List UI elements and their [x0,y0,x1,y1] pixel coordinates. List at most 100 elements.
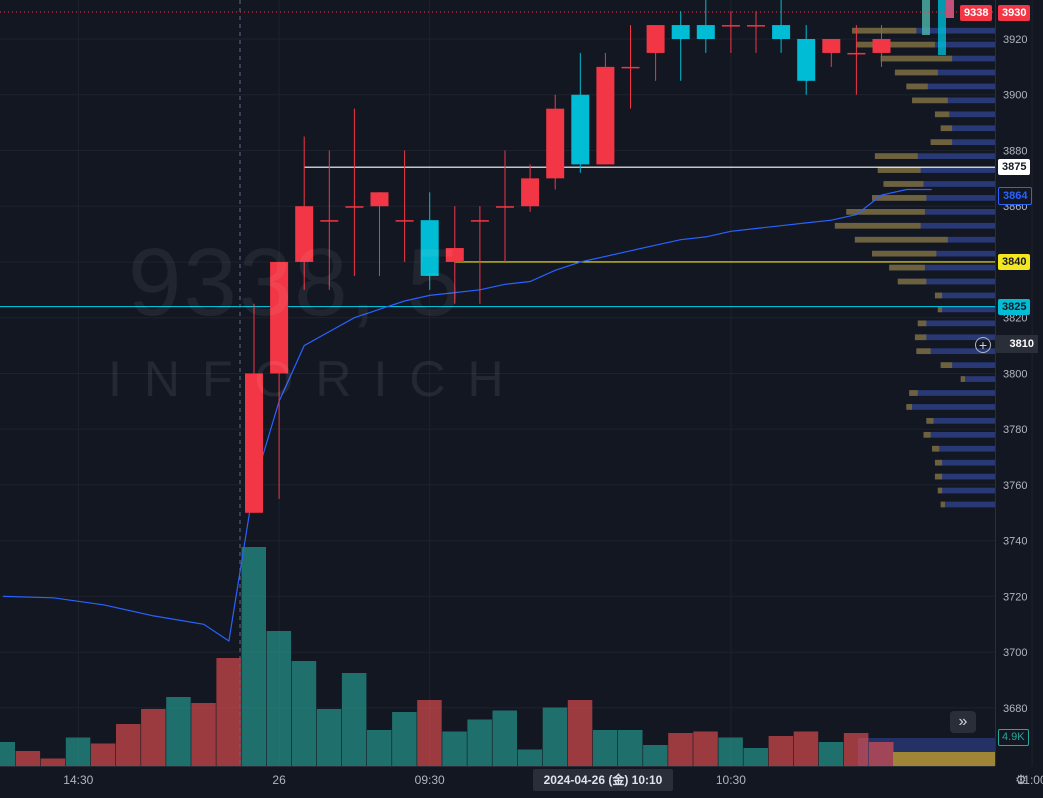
candle-body [496,206,514,208]
profile-bar [916,348,995,355]
candle [671,11,690,81]
volume-bar [166,697,191,766]
profile-bar-up [934,111,950,118]
time-tick-label: 14:30 [63,773,93,787]
candle-body [646,25,665,53]
candle-body [395,220,414,222]
price-tick-label: 3880 [1003,145,1027,157]
profile-bar-up [872,195,927,201]
volume-profile [834,0,995,766]
profile-bar-up [897,278,927,285]
volume-bar [266,631,292,766]
candle [546,94,565,190]
volume-bar [40,758,66,766]
volume-bar [291,661,317,766]
candle [496,150,514,262]
time-axis[interactable]: 14:30 26 09:30 10:30 11:00 [63,773,1043,787]
profile-bar-up [940,501,945,508]
price-tick-label: 3720 [1003,591,1027,603]
profile-bar-up [909,390,918,396]
candle-body [270,261,289,374]
candle-body [772,25,791,39]
profile-bar [934,473,995,480]
profile-bar-up [854,236,948,243]
candle-body [345,206,364,208]
candle [521,164,540,212]
profile-bar-up [874,153,918,159]
candle-body [747,25,765,27]
volume-bars [0,547,894,766]
vwap-tag: 3864 [998,187,1033,206]
profile-bar-up [872,250,937,257]
add-alert-plus-icon[interactable]: + [975,337,991,353]
profile-bar-up [940,362,953,368]
candle-body [445,248,464,262]
volume-bar [116,724,141,766]
ticker-tag: 9338 [960,5,993,21]
level-3875-tag: 3875 [998,159,1031,176]
profile-bar-up [917,320,927,327]
candle [872,25,891,67]
candle [571,52,590,173]
profile-bar [914,334,995,341]
vwap-line [2,188,932,643]
price-tick-label: 3800 [1003,368,1027,380]
profile-bar-up [930,139,953,146]
profile-bar [932,445,995,452]
profile-bar-up [932,445,940,452]
volume-bar [869,742,894,766]
volume-bar [592,730,618,766]
profile-bar-up [834,222,921,229]
volume-bar [392,712,417,766]
profile-bar [883,181,995,187]
profile-bar [940,125,995,132]
volume-bar [316,709,342,766]
candle [320,150,339,290]
volume-bar [467,719,492,766]
profile-highlight [946,0,954,18]
volume-bar [241,547,266,766]
grid [0,0,1033,766]
price-tick-label: 3700 [1003,647,1027,659]
candle [822,39,841,67]
profile-bar-up [934,459,943,466]
price-tick-label: 3920 [1003,34,1027,46]
profile-highlight [938,0,946,55]
volume-bar [65,737,91,766]
profile-bar [934,292,995,299]
last-price-tag: 3930 [998,5,1031,21]
profile-bar [909,390,995,396]
watermark-company-name: INFORICH [108,351,526,407]
profile-bar [874,153,995,159]
profile-bar-up [934,292,943,299]
volume-bar [567,700,593,766]
candle [420,192,439,290]
candle-body [571,94,590,165]
candle [395,150,414,262]
profile-bar-up [960,376,965,382]
volume-bar [793,731,819,766]
candle-body [596,66,615,165]
candle [797,25,816,95]
price-tick-label: 3760 [1003,480,1027,492]
horizontal-levels[interactable] [0,166,995,308]
profile-highlight [922,0,930,35]
profile-bar [906,83,995,90]
profile-bar-up [906,404,913,410]
volume-bar [492,710,517,766]
price-axis[interactable]: 3920390038803860384038203800378037603740… [1003,34,1027,715]
settings-gear-icon[interactable]: ⚙ [1015,772,1027,787]
candle [596,52,615,165]
candle [295,136,314,290]
volume-bar [367,730,392,766]
profile-bar-up [894,69,938,76]
candle-body [621,66,640,69]
crosshair-price-label: 3810 [996,335,1038,353]
scroll-to-realtime-button[interactable]: » [950,711,976,733]
profile-bar [934,459,995,466]
candle [847,25,866,95]
profile-bar [934,111,995,118]
candle-body [320,220,339,222]
profile-bar [930,139,995,146]
